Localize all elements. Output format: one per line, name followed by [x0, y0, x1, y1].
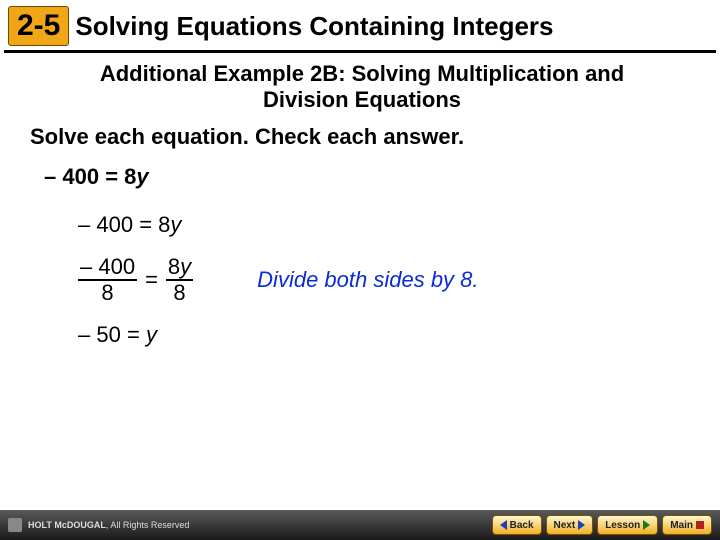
main-label: Main — [670, 520, 693, 531]
footer-left: HOLT McDOUGAL, All Rights Reserved — [8, 518, 189, 532]
step1-coef: 8 — [158, 212, 170, 237]
step2-left-fraction: – 400 8 — [78, 256, 137, 304]
slide-footer: HOLT McDOUGAL, All Rights Reserved Back … — [0, 510, 720, 540]
header-rule — [4, 50, 716, 53]
back-label: Back — [510, 520, 534, 531]
rights-text: All Rights Reserved — [110, 520, 189, 530]
step2-left-num: – 400 — [78, 256, 137, 281]
step3-lhs: – 50 — [78, 322, 121, 347]
next-arrow-icon — [578, 520, 585, 530]
lesson-arrow-icon — [643, 520, 650, 530]
slide-title: Solving Equations Containing Integers — [75, 11, 553, 42]
next-button[interactable]: Next — [546, 515, 594, 535]
subtitle-line1: Additional Example 2B: Solving Multiplic… — [100, 61, 624, 86]
step-2: – 400 8 = 8y 8 Divide both sides by 8. — [78, 256, 694, 304]
solution-steps: – 400 = 8y – 400 8 = 8y 8 — [78, 212, 694, 348]
step2-right-num: 8y — [166, 256, 193, 281]
step1-lhs: – 400 — [78, 212, 133, 237]
step1-eq: = — [139, 212, 152, 237]
step3-var: y — [146, 322, 157, 347]
back-button[interactable]: Back — [492, 515, 542, 535]
step-3: – 50 = y — [78, 322, 694, 348]
lesson-button[interactable]: Lesson — [597, 515, 658, 535]
step3-eq: = — [127, 322, 140, 347]
next-label: Next — [554, 520, 576, 531]
slide-header: 2-5 Solving Equations Containing Integer… — [0, 0, 720, 50]
step2-right-coef: 8 — [168, 254, 180, 279]
subtitle-line2: Division Equations — [263, 87, 461, 112]
publisher-brand: HOLT McDOUGAL, All Rights Reserved — [28, 520, 189, 530]
back-arrow-icon — [500, 520, 507, 530]
eq-var: y — [136, 164, 148, 189]
step2-right-var: y — [180, 254, 191, 279]
instruction-text: Solve each equation. Check each answer. — [30, 124, 694, 150]
step2-eq: = — [145, 267, 158, 293]
step2-hint: Divide both sides by 8. — [257, 267, 478, 293]
lesson-label: Lesson — [605, 520, 640, 531]
step2-right-den: 8 — [173, 281, 185, 304]
eq-lhs: – 400 — [44, 164, 99, 189]
example-subtitle: Additional Example 2B: Solving Multiplic… — [30, 61, 694, 114]
step2-right-fraction: 8y 8 — [166, 256, 193, 304]
step1-var: y — [170, 212, 181, 237]
brand-text: HOLT McDOUGAL — [28, 520, 106, 530]
slide-content: Additional Example 2B: Solving Multiplic… — [0, 55, 720, 510]
eq-equals: = — [105, 164, 118, 189]
main-square-icon — [696, 521, 704, 529]
step2-left-den: 8 — [101, 281, 113, 304]
given-equation: – 400 = 8y — [44, 164, 694, 190]
slide: 2-5 Solving Equations Containing Integer… — [0, 0, 720, 540]
eq-coef: 8 — [124, 164, 136, 189]
publisher-logo-icon — [8, 518, 22, 532]
lesson-badge: 2-5 — [8, 6, 69, 46]
step2-expression: – 400 8 = 8y 8 — [78, 256, 193, 304]
main-button[interactable]: Main — [662, 515, 712, 535]
step-1: – 400 = 8y — [78, 212, 694, 238]
footer-nav: Back Next Lesson Main — [492, 515, 712, 535]
